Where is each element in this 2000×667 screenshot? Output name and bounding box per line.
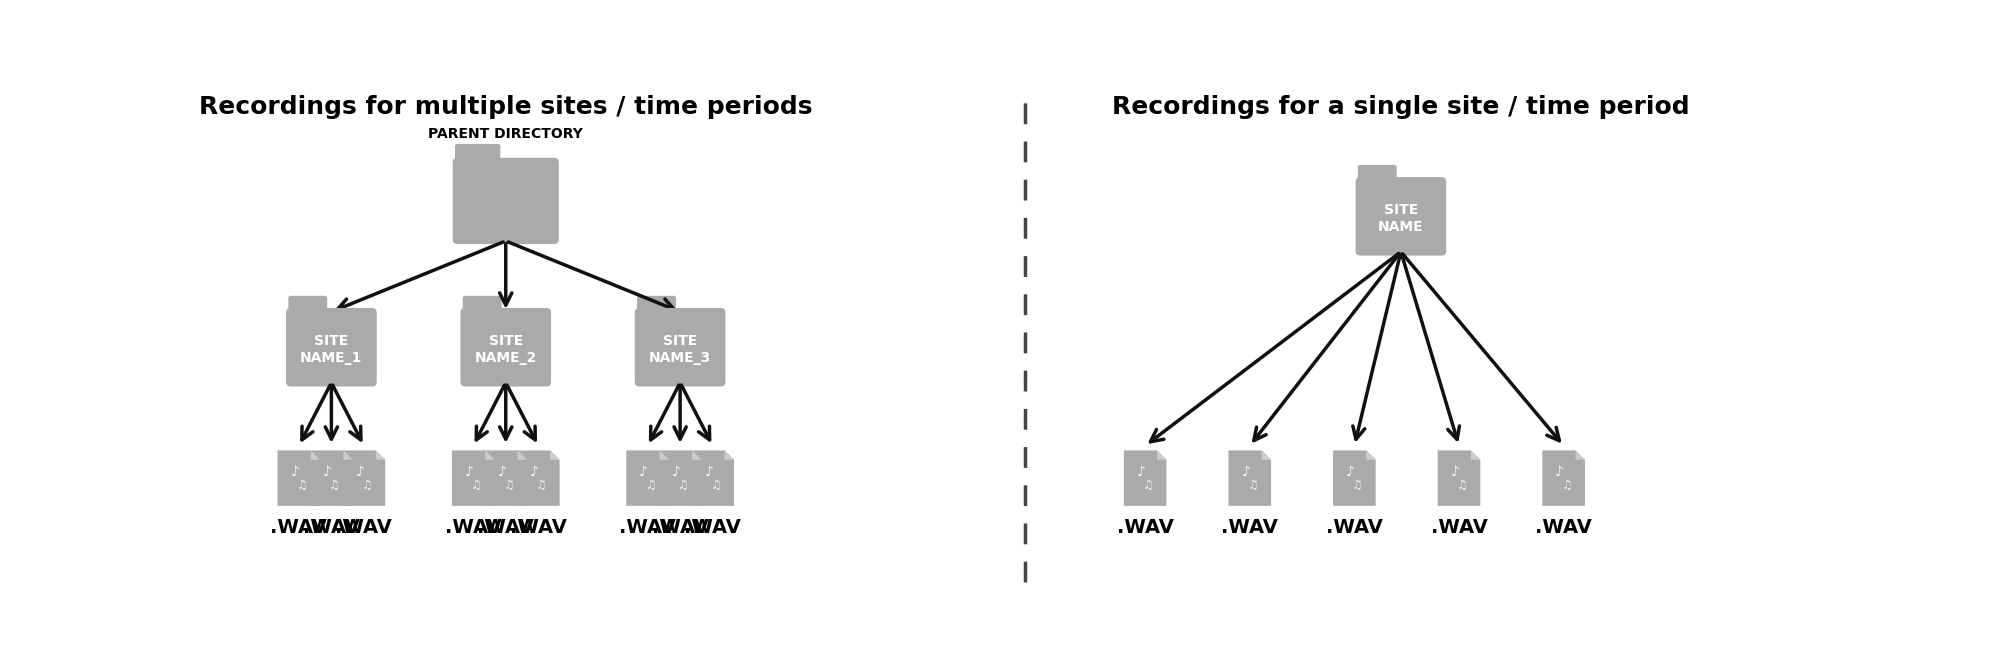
Text: ♫: ♫ (296, 480, 308, 492)
Text: .WAV: .WAV (1430, 518, 1488, 537)
Polygon shape (344, 450, 352, 460)
Polygon shape (1334, 450, 1376, 506)
Text: ♪: ♪ (1136, 465, 1146, 479)
Text: ♪: ♪ (1556, 465, 1564, 479)
Text: .WAV: .WAV (302, 518, 360, 537)
Text: .WAV: .WAV (684, 518, 742, 537)
Text: ♪: ♪ (1450, 465, 1460, 479)
FancyBboxPatch shape (638, 295, 676, 315)
Polygon shape (1366, 450, 1376, 460)
Polygon shape (660, 450, 668, 460)
Polygon shape (1470, 450, 1480, 460)
Polygon shape (310, 450, 320, 460)
Text: .WAV: .WAV (270, 518, 328, 537)
Text: Recordings for a single site / time period: Recordings for a single site / time peri… (1112, 95, 1690, 119)
Text: SITE
NAME_1: SITE NAME_1 (300, 334, 362, 366)
Polygon shape (484, 450, 528, 506)
Polygon shape (626, 450, 668, 506)
Text: .WAV: .WAV (620, 518, 676, 537)
Text: ♫: ♫ (330, 480, 340, 492)
Text: ♪: ♪ (704, 465, 714, 479)
Polygon shape (1576, 450, 1584, 460)
Polygon shape (342, 450, 386, 506)
FancyBboxPatch shape (634, 308, 726, 386)
Text: ♪: ♪ (324, 465, 332, 479)
Polygon shape (310, 450, 352, 506)
Polygon shape (692, 450, 702, 460)
Text: SITE
NAME_2: SITE NAME_2 (474, 334, 536, 366)
FancyBboxPatch shape (454, 144, 500, 165)
Polygon shape (550, 450, 560, 460)
Polygon shape (1262, 450, 1272, 460)
FancyBboxPatch shape (462, 295, 502, 315)
Text: ♪: ♪ (464, 465, 474, 479)
Text: ♪: ♪ (1346, 465, 1354, 479)
Text: ♫: ♫ (1562, 480, 1572, 492)
Polygon shape (1438, 450, 1480, 506)
Text: ♫: ♫ (1352, 480, 1362, 492)
FancyBboxPatch shape (460, 308, 552, 386)
Text: ♪: ♪ (498, 465, 506, 479)
Text: .WAV: .WAV (478, 518, 534, 537)
FancyBboxPatch shape (286, 308, 376, 386)
Text: PARENT DIRECTORY: PARENT DIRECTORY (428, 127, 584, 141)
FancyBboxPatch shape (452, 158, 558, 244)
Text: ♪: ♪ (290, 465, 300, 479)
Polygon shape (452, 450, 494, 506)
Text: ♫: ♫ (504, 480, 514, 492)
Text: .WAV: .WAV (1116, 518, 1174, 537)
Polygon shape (692, 450, 734, 506)
Text: ♫: ♫ (646, 480, 656, 492)
Polygon shape (1158, 450, 1166, 460)
Text: SITE
NAME: SITE NAME (1378, 203, 1424, 234)
Polygon shape (658, 450, 702, 506)
Text: ♫: ♫ (678, 480, 688, 492)
Polygon shape (1124, 450, 1166, 506)
Polygon shape (1542, 450, 1584, 506)
Text: ♫: ♫ (536, 480, 546, 492)
FancyBboxPatch shape (288, 295, 328, 315)
Text: .WAV: .WAV (652, 518, 708, 537)
Text: ♫: ♫ (1142, 480, 1154, 492)
Text: Recordings for multiple sites / time periods: Recordings for multiple sites / time per… (200, 95, 812, 119)
Text: ♪: ♪ (530, 465, 538, 479)
Text: ♫: ♫ (1248, 480, 1258, 492)
FancyBboxPatch shape (1358, 165, 1396, 185)
Polygon shape (724, 450, 734, 460)
Text: ♪: ♪ (672, 465, 680, 479)
Text: ♪: ♪ (1242, 465, 1250, 479)
Text: ♫: ♫ (472, 480, 482, 492)
Polygon shape (376, 450, 386, 460)
Text: .WAV: .WAV (1536, 518, 1592, 537)
Polygon shape (516, 450, 560, 506)
Text: .WAV: .WAV (444, 518, 502, 537)
Text: SITE
NAME_3: SITE NAME_3 (648, 334, 712, 366)
Polygon shape (278, 450, 320, 506)
Polygon shape (1228, 450, 1272, 506)
Polygon shape (518, 450, 528, 460)
Text: .WAV: .WAV (510, 518, 566, 537)
Text: ♫: ♫ (710, 480, 722, 492)
Text: .WAV: .WAV (1222, 518, 1278, 537)
FancyBboxPatch shape (1356, 177, 1446, 255)
Text: .WAV: .WAV (336, 518, 392, 537)
Text: ♫: ♫ (1456, 480, 1468, 492)
Polygon shape (486, 450, 494, 460)
Text: ♪: ♪ (640, 465, 648, 479)
Text: ♪: ♪ (356, 465, 364, 479)
Text: .WAV: .WAV (1326, 518, 1382, 537)
Text: ♫: ♫ (362, 480, 372, 492)
